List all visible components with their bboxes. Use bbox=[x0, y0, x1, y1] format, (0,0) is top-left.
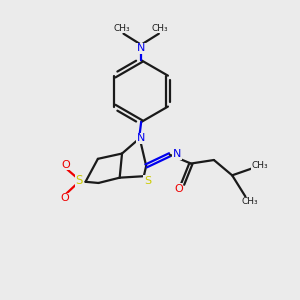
Text: S: S bbox=[144, 176, 151, 186]
Text: CH₃: CH₃ bbox=[114, 24, 130, 33]
Text: S: S bbox=[75, 174, 83, 187]
Text: N: N bbox=[137, 133, 146, 143]
Text: O: O bbox=[61, 160, 70, 170]
Text: N: N bbox=[173, 149, 181, 159]
Text: CH₃: CH₃ bbox=[242, 197, 258, 206]
Text: O: O bbox=[174, 184, 183, 194]
Text: CH₃: CH₃ bbox=[251, 160, 268, 169]
Text: N: N bbox=[137, 44, 146, 53]
Text: O: O bbox=[61, 193, 69, 203]
Text: CH₃: CH₃ bbox=[152, 24, 169, 33]
